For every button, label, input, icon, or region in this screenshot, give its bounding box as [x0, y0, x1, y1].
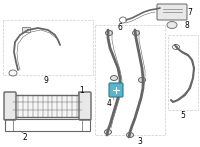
Text: 7: 7 — [188, 7, 192, 16]
FancyBboxPatch shape — [79, 92, 91, 120]
Bar — [5, 119, 90, 131]
Ellipse shape — [132, 30, 140, 35]
Text: 2: 2 — [23, 132, 27, 142]
Ellipse shape — [104, 130, 112, 135]
Ellipse shape — [127, 132, 134, 137]
Bar — [22, 27, 30, 32]
FancyBboxPatch shape — [4, 92, 16, 120]
Text: 5: 5 — [181, 111, 185, 120]
Text: 4: 4 — [107, 98, 111, 107]
Text: 6: 6 — [118, 22, 122, 31]
Bar — [13, 95, 82, 117]
FancyBboxPatch shape — [109, 83, 123, 97]
Ellipse shape — [110, 76, 118, 81]
Ellipse shape — [167, 21, 177, 29]
Text: 1: 1 — [80, 86, 84, 95]
Text: 3: 3 — [138, 137, 142, 146]
Text: 8: 8 — [185, 20, 189, 30]
Ellipse shape — [106, 30, 112, 35]
Bar — [168, 35, 198, 110]
Ellipse shape — [138, 77, 146, 82]
Bar — [3, 20, 93, 75]
FancyBboxPatch shape — [157, 4, 187, 20]
Bar — [95, 25, 165, 135]
Text: 9: 9 — [44, 76, 48, 85]
